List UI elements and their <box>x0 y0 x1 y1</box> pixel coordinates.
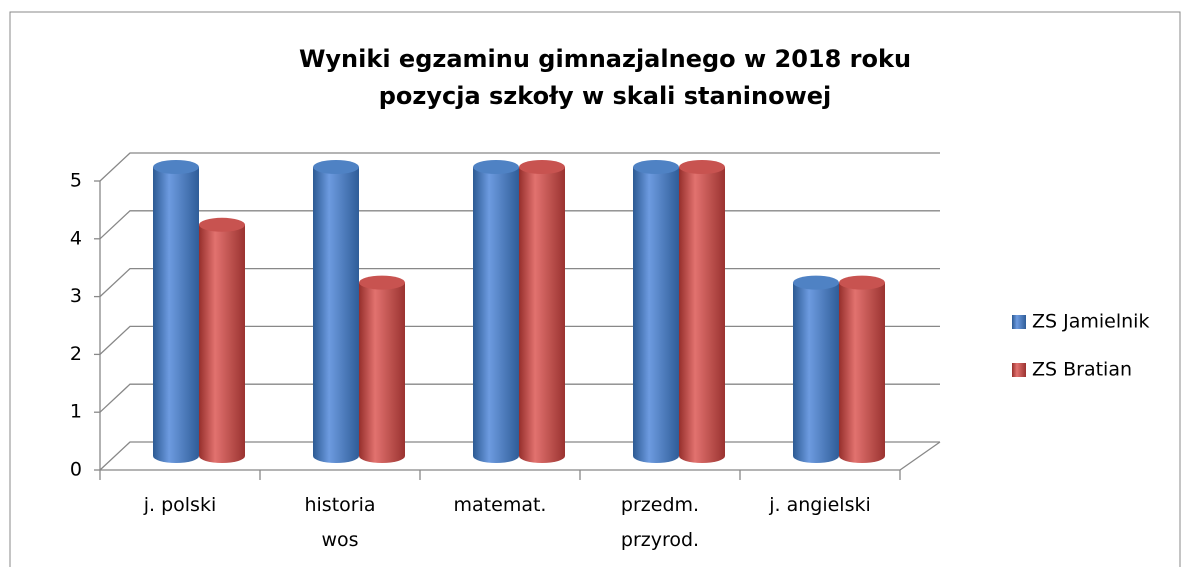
x-tick-label: matemat. <box>454 494 547 516</box>
bar <box>359 282 405 463</box>
bar-group <box>679 160 725 463</box>
bar <box>313 167 359 463</box>
bar <box>633 167 679 463</box>
bar <box>839 282 885 463</box>
bar-top <box>153 160 199 174</box>
bar-group <box>793 275 839 463</box>
bar-group <box>519 160 565 463</box>
y-tick-label: 3 <box>70 285 82 307</box>
chart-title: Wyniki egzaminu gimnazjalnego w 2018 rok… <box>299 45 911 73</box>
y-tick-label: 2 <box>70 343 82 365</box>
bar-top <box>633 160 679 174</box>
frame <box>9 11 1181 571</box>
bar-group <box>473 160 519 463</box>
bar <box>473 167 519 463</box>
bar-group <box>313 160 359 463</box>
y-tick-label: 5 <box>70 170 82 192</box>
legend-label: ZS Jamielnik <box>1032 311 1149 333</box>
y-tick-label: 0 <box>70 459 82 481</box>
legend-swatch <box>1012 363 1026 377</box>
bar-top <box>679 160 725 174</box>
y-tick-label: 4 <box>70 227 82 249</box>
bar <box>519 167 565 463</box>
bar-top <box>313 160 359 174</box>
y-tick-label: 1 <box>70 401 82 423</box>
bar <box>793 282 839 463</box>
x-tick-label: j. polski <box>143 494 217 516</box>
x-tick-label: j. angielski <box>768 494 871 516</box>
bar-group <box>153 160 199 463</box>
bar-group <box>839 275 885 463</box>
grid-line <box>99 152 940 182</box>
bar-top <box>839 275 885 290</box>
bar-top <box>199 217 245 232</box>
bar-group <box>633 160 679 463</box>
bar-group <box>199 217 245 463</box>
bar <box>153 167 199 463</box>
bar <box>199 224 245 463</box>
bar-top <box>473 160 519 174</box>
bar-top <box>793 275 839 290</box>
legend-label: ZS Bratian <box>1032 359 1132 381</box>
bar <box>679 167 725 463</box>
bar-top <box>359 275 405 290</box>
x-tick-label: przedm. przyrod. <box>621 494 699 551</box>
x-tick-label: historia wos <box>304 494 375 551</box>
bar-group <box>359 275 405 463</box>
legend-swatch <box>1012 315 1026 329</box>
chart-subtitle: pozycja szkoły w skali staninowej <box>379 82 832 110</box>
bar-top <box>519 160 565 174</box>
